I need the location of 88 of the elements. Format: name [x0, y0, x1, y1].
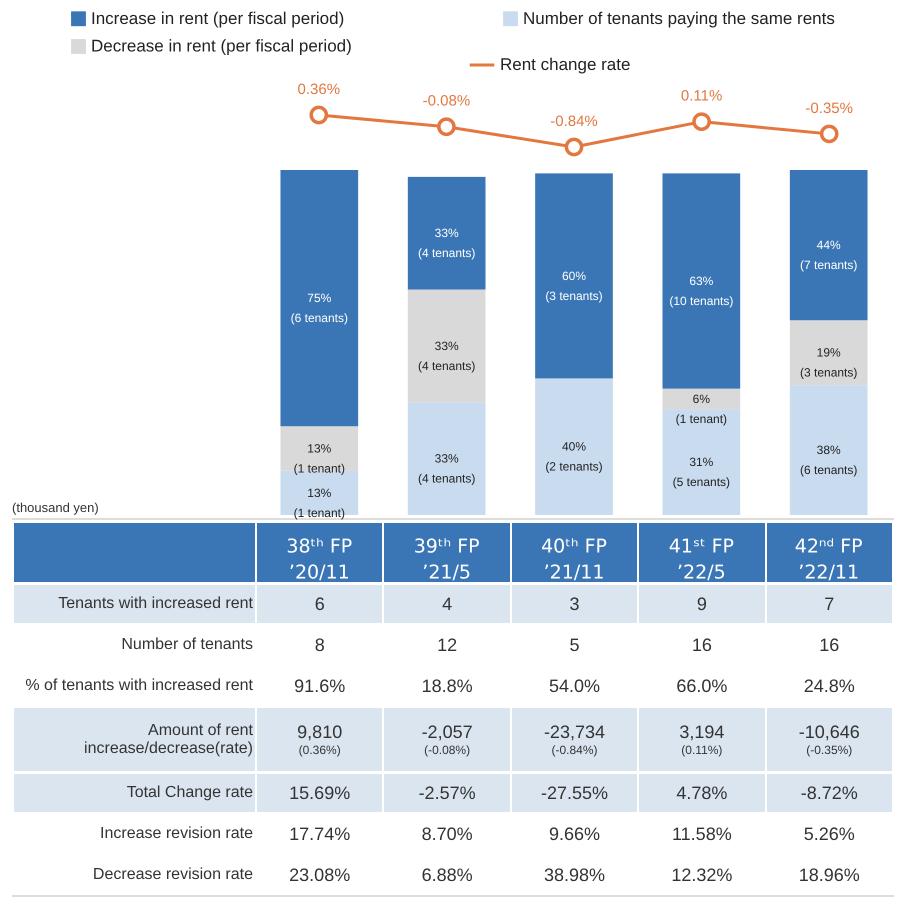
data-label: 75% (6 tenants): [290, 291, 348, 326]
text: 15.69%: [289, 782, 350, 802]
text: -8.72%: [800, 782, 858, 802]
point: [564, 138, 584, 156]
text: 18.96%: [798, 864, 860, 885]
legend-label: Increase in rent (per fiscal period): [91, 8, 344, 28]
bar: [535, 173, 613, 378]
text: 7: [824, 594, 834, 614]
bar: [408, 176, 486, 290]
data-label: -0.35%: [805, 100, 853, 117]
point: [437, 117, 456, 136]
data-label: 44% (7 tenants): [800, 238, 858, 272]
data-label: 0.11%: [680, 88, 722, 105]
data-label: 13% (1 tenant): [294, 441, 345, 476]
text: 12.32%: [671, 864, 732, 885]
bar: [790, 170, 868, 320]
data-label: 33% (4 tenants): [418, 338, 476, 373]
point: [692, 112, 711, 131]
text: 11.58%: [672, 824, 732, 844]
text: (thousand yen): [12, 500, 99, 515]
text: 4.78%: [676, 782, 728, 802]
text: 23.08%: [289, 864, 350, 885]
legend-label: Decrease in rent (per fiscal period): [91, 36, 352, 56]
text: -27.55%: [540, 782, 608, 802]
data-label: 19% (3 tenants): [800, 346, 858, 380]
text: 16: [819, 634, 840, 654]
text: -2.57%: [418, 782, 476, 802]
data-label: 60% (3 tenants): [545, 268, 603, 303]
legend-label: Number of tenants paying the same rents: [523, 8, 835, 28]
text: 12: [437, 634, 458, 654]
data-label: 33% (4 tenants): [418, 452, 476, 486]
text: 6.88%: [422, 864, 473, 885]
x-tick-label: 39ᵗʰ FP ’21/5: [414, 536, 480, 584]
text: 17.74%: [289, 824, 350, 844]
text: 4: [442, 594, 452, 614]
category-label: Number of tenants: [121, 636, 253, 653]
data-label: -0.84%: [550, 113, 598, 130]
data-label: 0.36%: [298, 81, 340, 98]
text: 5: [569, 634, 580, 654]
text: 18.8%: [422, 676, 473, 696]
legend-label: Rent change rate: [500, 55, 630, 74]
text: -2,057 (-0.08%): [422, 722, 473, 757]
bar: [408, 402, 486, 515]
data-label: -0.08%: [422, 92, 470, 110]
data-label: 38% (6 tenants): [800, 443, 858, 478]
x-tick-label: 42ⁿᵈ FP ’22/11: [794, 536, 863, 584]
text: 66.0%: [676, 676, 728, 696]
data-label: 40% (2 tenants): [545, 440, 603, 474]
bar: [662, 173, 740, 389]
bar: [280, 170, 358, 426]
category-label: Tenants with increased rent: [58, 595, 253, 612]
bar: [408, 290, 486, 402]
category-label: % of tenants with increased rent: [25, 677, 253, 694]
point: [309, 106, 328, 124]
text: 5.26%: [804, 824, 855, 844]
data-label: 33% (4 tenants): [418, 226, 476, 260]
text: 54.0%: [548, 676, 600, 696]
x-tick-label: 41ˢᵗ FP ’22/5: [668, 536, 734, 584]
text: 24.8%: [804, 676, 855, 696]
text: 8.70%: [422, 824, 473, 844]
category-label: Decrease revision rate: [92, 866, 253, 884]
bar: [662, 388, 740, 410]
data-label: 6% (1 tenant): [676, 392, 728, 426]
text: 91.6%: [294, 676, 346, 696]
text: 8: [314, 634, 325, 654]
data-label: 13% (1 tenant): [294, 486, 345, 520]
category-label: Amount of rent increase/decrease(rate): [84, 722, 253, 756]
x-tick-label: 40ᵗʰ FP ’21/11: [541, 536, 607, 584]
bar: [790, 385, 868, 515]
text: 9,810 (0.36%): [297, 722, 342, 757]
category-label: Increase revision rate: [100, 825, 253, 842]
text: 3: [569, 594, 580, 614]
text: 9.66%: [548, 824, 600, 844]
text: -23,734 (-0.84%): [544, 722, 605, 757]
data-label: 63% (10 tenants): [669, 274, 734, 308]
point: [820, 124, 839, 144]
text: 16: [692, 634, 712, 654]
x-tick-label: 38ᵗʰ FP ’20/11: [286, 536, 352, 584]
category-label: Total Change rate: [126, 784, 253, 801]
text: 3,194 (0.11%): [679, 722, 724, 757]
text: 9: [696, 594, 707, 614]
text: 6: [314, 594, 325, 614]
text: -10,646 (-0.35%): [798, 722, 860, 757]
bar: [662, 409, 740, 515]
bar: [790, 320, 868, 386]
text: 38.98%: [544, 864, 605, 885]
bar: [535, 378, 613, 515]
data-label: 31% (5 tenants): [672, 455, 730, 490]
